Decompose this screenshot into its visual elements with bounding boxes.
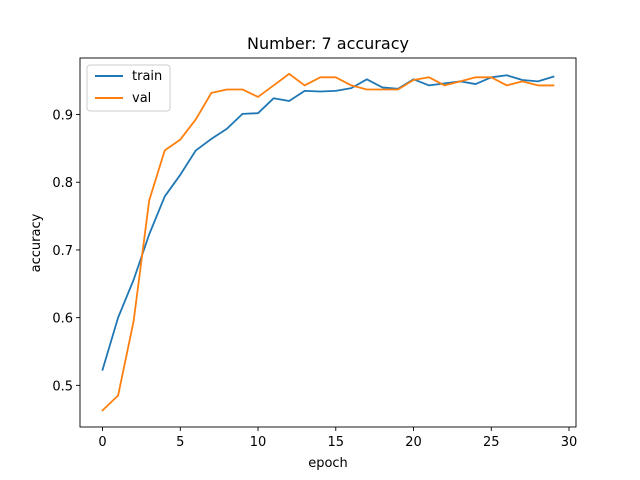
y-tick-label: 0.9 (52, 109, 73, 124)
x-tick-label: 10 (250, 435, 267, 450)
legend-label-train: train (132, 69, 162, 84)
legend: train val (86, 64, 171, 112)
y-tick-label: 0.8 (52, 176, 73, 191)
x-tick-label: 0 (98, 435, 106, 450)
x-axis: 0 5 10 15 20 25 30 (98, 427, 577, 450)
series-layer (101, 73, 555, 412)
y-tick-label: 0.7 (52, 244, 73, 259)
chart-title: Number: 7 accuracy (247, 34, 409, 53)
legend-label-val: val (132, 91, 151, 106)
x-axis-title: epoch (308, 456, 348, 471)
x-tick-label: 5 (176, 435, 184, 450)
x-tick-label: 25 (483, 435, 500, 450)
x-tick-label: 30 (561, 435, 578, 450)
y-tick-label: 0.6 (52, 312, 73, 327)
series-line-val (101, 73, 555, 412)
x-tick-label: 20 (405, 435, 422, 450)
y-tick-label: 0.5 (52, 379, 73, 394)
x-tick-label: 15 (328, 435, 345, 450)
y-axis-title: accuracy (29, 213, 44, 272)
plot-frame (79, 57, 577, 428)
y-axis: 0.5 0.6 0.7 0.8 0.9 (52, 109, 80, 394)
series-line-train (101, 74, 555, 371)
